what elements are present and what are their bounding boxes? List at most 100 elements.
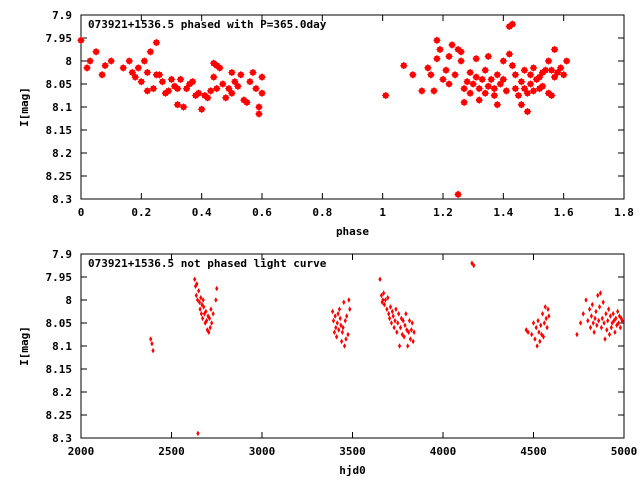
data-point: [337, 306, 342, 312]
x-tick-label-2: 3000: [249, 445, 276, 458]
data-point-overlay: [499, 75, 508, 84]
data-point: [331, 317, 336, 324]
data-point: [606, 317, 610, 324]
data-point: [597, 317, 601, 324]
data-point: [599, 324, 603, 331]
y-axis-title-2: I[mag]: [18, 326, 31, 366]
x-axis-title-1: phase: [336, 225, 369, 238]
chart-panel-2: 2000 2500 3000 3500 4000 4500 5000 7.9 7.95 8 8.05…: [18, 248, 637, 477]
data-point-overlay: [188, 77, 197, 86]
data-point: [334, 324, 338, 331]
y-tick-label-1: 7.95: [46, 32, 73, 45]
data-point: [386, 294, 390, 301]
data-point-overlay: [472, 54, 480, 63]
data-point-overlay: [454, 190, 462, 199]
data-point: [347, 297, 351, 303]
data-point-overlay: [433, 36, 441, 45]
data-point-overlay: [131, 73, 140, 81]
y-tick-label-1: 8.3: [52, 193, 72, 206]
data-point: [193, 276, 197, 283]
data-point-overlay: [249, 68, 257, 77]
data-point: [402, 334, 406, 340]
data-point-overlay: [77, 36, 85, 45]
data-point: [530, 331, 534, 338]
data-point: [406, 343, 410, 349]
data-point: [619, 315, 623, 322]
data-point-overlay: [490, 84, 499, 93]
data-point: [196, 430, 200, 437]
data-point-overlay: [493, 71, 502, 79]
data-point: [209, 306, 213, 312]
data-point: [578, 320, 583, 326]
y-tick-label-2: 8.3: [52, 432, 72, 445]
data-point: [400, 331, 404, 338]
data-point: [195, 281, 199, 287]
data-point: [588, 306, 592, 312]
data-point: [536, 317, 540, 324]
y-tick-label-2: 8.1: [52, 340, 72, 353]
data-point: [199, 311, 203, 317]
data-point: [584, 297, 588, 303]
y-tick-label-1: 8.1: [52, 101, 72, 114]
data-point: [336, 311, 340, 317]
data-point-overlay: [451, 71, 459, 79]
data-point: [346, 331, 350, 338]
data-point: [208, 324, 212, 331]
y-tick-label-2: 7.95: [46, 271, 73, 284]
data-point: [348, 306, 352, 312]
data-point: [378, 276, 382, 283]
data-point-overlay: [511, 71, 520, 79]
y-tick-label-2: 8.2: [52, 386, 72, 399]
data-point: [601, 299, 605, 306]
data-point-overlay: [200, 91, 209, 100]
data-point: [330, 308, 335, 315]
data-point-overlay: [445, 52, 453, 61]
data-point: [214, 297, 218, 303]
data-point-overlay: [496, 80, 505, 88]
x-tick-label-1: 0.6: [252, 206, 272, 219]
data-point: [342, 343, 347, 349]
data-point-overlay: [173, 100, 182, 109]
data-point: [397, 311, 401, 317]
data-point-overlay: [442, 66, 450, 74]
data-point: [600, 315, 604, 322]
data-point: [542, 320, 546, 326]
data-point-overlay: [399, 61, 408, 70]
data-point-overlay: [212, 84, 221, 93]
data-point: [589, 313, 594, 319]
data-point: [345, 313, 349, 319]
data-point: [603, 336, 607, 342]
data-point-overlay: [194, 89, 203, 97]
data-point-overlay: [478, 75, 487, 84]
data-point: [380, 299, 384, 306]
data-point: [411, 338, 415, 345]
data-point: [383, 297, 388, 303]
data-point: [609, 324, 613, 331]
data-point: [533, 336, 537, 342]
data-point: [194, 292, 198, 299]
data-point-overlay: [505, 22, 514, 31]
data-point: [545, 324, 549, 331]
data-point-overlay: [430, 87, 438, 95]
data-point: [382, 290, 386, 296]
data-point-overlay: [514, 91, 523, 100]
data-point-overlay: [197, 105, 206, 114]
data-point: [590, 301, 594, 308]
data-point: [395, 329, 399, 335]
data-point-overlay: [448, 41, 456, 49]
data-point-overlay: [484, 82, 493, 91]
data-point: [403, 322, 407, 329]
data-point-overlay: [215, 64, 224, 72]
data-point: [335, 320, 339, 326]
data-point-overlay: [550, 73, 559, 81]
data-point: [537, 329, 541, 335]
data-point-overlay: [538, 82, 547, 91]
data-point-overlay: [152, 38, 161, 47]
data-point: [605, 327, 609, 333]
data-point: [394, 306, 398, 312]
data-point-overlay: [490, 91, 499, 100]
data-point: [594, 308, 598, 315]
chart-title-1: 073921+1536.5 phased with P=365.0day: [88, 18, 327, 31]
data-point-overlay: [475, 84, 483, 93]
